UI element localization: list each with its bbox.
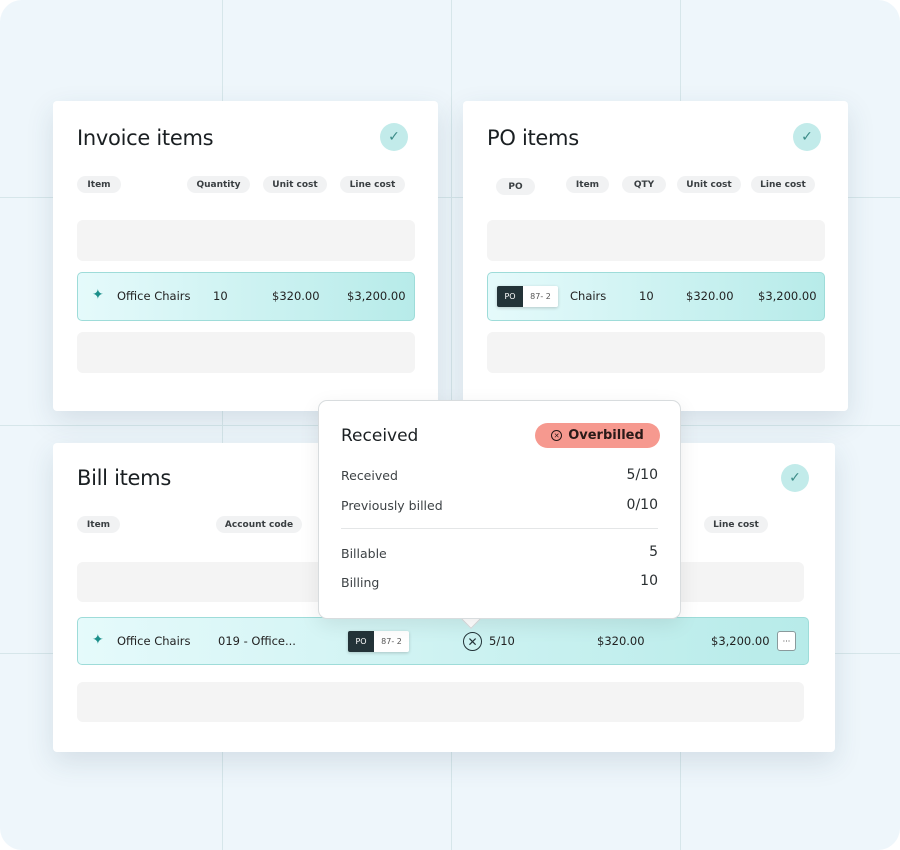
column-header: Line cost — [340, 176, 405, 193]
po-label: PO — [497, 286, 523, 307]
unit-cost-cell: $320.00 — [272, 289, 320, 303]
badge-label: Overbilled — [568, 428, 644, 443]
po-badge[interactable]: PO 87- 2 — [348, 631, 409, 652]
overbilled-badge: ✕ Overbilled — [535, 423, 660, 448]
column-header: Item — [77, 516, 120, 533]
row-value: 5/10 — [626, 467, 658, 483]
placeholder-row — [77, 220, 415, 261]
row-label: Previously billed — [341, 498, 443, 513]
popup-title: Received — [341, 426, 419, 446]
qty-cell: 10 — [639, 289, 654, 303]
po-number: 87- 2 — [374, 631, 409, 652]
received-cell: 5/10 — [489, 634, 515, 648]
sparkle-icon: ✦ — [92, 287, 104, 303]
row-label: Billing — [341, 575, 380, 590]
unit-cost-cell: $320.00 — [597, 634, 645, 648]
placeholder-row — [487, 332, 825, 373]
table-row[interactable] — [77, 272, 415, 321]
po-title: PO items — [487, 126, 579, 150]
column-header: PO — [496, 178, 535, 195]
column-header: Unit cost — [677, 176, 741, 193]
line-cost-cell: $3,200.00 — [711, 634, 770, 648]
column-header: Line cost — [704, 516, 768, 533]
item-cell: Office Chairs — [117, 634, 191, 648]
column-header: Item — [77, 176, 121, 193]
line-cost-cell: $3,200.00 — [347, 289, 406, 303]
x-circle-icon: ✕ — [551, 430, 563, 441]
unit-cost-cell: $320.00 — [686, 289, 734, 303]
po-number: 87- 2 — [523, 286, 558, 307]
more-button[interactable]: ··· — [777, 631, 796, 651]
x-circle-icon[interactable]: ✕ — [463, 632, 482, 651]
column-header: Account code — [216, 516, 302, 533]
column-header: Unit cost — [263, 176, 327, 193]
bill-title: Bill items — [77, 466, 171, 490]
item-cell: Office Chairs — [117, 289, 191, 303]
divider — [341, 528, 658, 529]
received-popover: Received ✕ Overbilled Received 5/10 Prev… — [318, 400, 681, 619]
line-cost-cell: $3,200.00 — [758, 289, 817, 303]
placeholder-row — [77, 682, 804, 722]
check-icon: ✓ — [781, 464, 809, 492]
column-header: QTY — [622, 176, 666, 193]
row-value: 10 — [640, 573, 658, 589]
po-label: PO — [348, 631, 374, 652]
check-icon: ✓ — [793, 123, 821, 151]
column-header: Line cost — [751, 176, 815, 193]
check-icon: ✓ — [380, 123, 408, 151]
column-header: Quantity — [187, 176, 250, 193]
row-value: 0/10 — [626, 497, 658, 513]
placeholder-row — [487, 220, 825, 261]
row-value: 5 — [649, 544, 658, 560]
sparkle-icon: ✦ — [92, 632, 104, 648]
po-badge[interactable]: PO 87- 2 — [497, 286, 558, 307]
row-label: Received — [341, 468, 398, 483]
column-header: Item — [566, 176, 609, 193]
account-code-cell: 019 - Office... — [218, 634, 296, 648]
invoice-title: Invoice items — [77, 126, 214, 150]
row-label: Billable — [341, 546, 387, 561]
quantity-cell: 10 — [213, 289, 228, 303]
placeholder-row — [77, 332, 415, 373]
item-cell: Chairs — [570, 289, 607, 303]
